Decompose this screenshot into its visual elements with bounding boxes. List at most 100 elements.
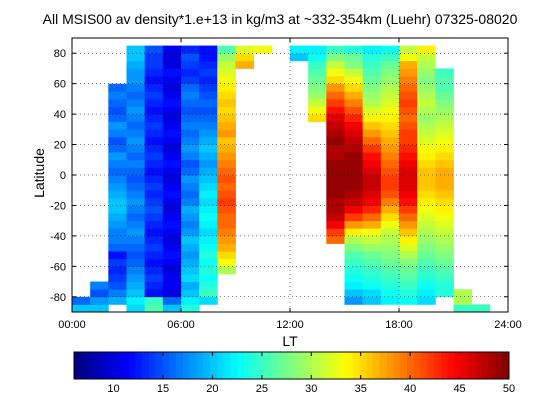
heatmap-cell — [435, 197, 454, 206]
heatmap-cell — [362, 83, 382, 92]
heatmap-cell — [162, 235, 182, 244]
heatmap-cell — [435, 228, 454, 237]
y-tick-label: 0 — [60, 170, 66, 182]
heatmap-cell — [417, 106, 436, 115]
heatmap-cell — [344, 197, 364, 206]
colorbar-tick-label: 15 — [157, 383, 169, 395]
heatmap-cell — [181, 144, 200, 153]
x-tick-label: 24:00 — [494, 319, 522, 331]
heatmap-cell — [144, 281, 164, 290]
heatmap-cell — [362, 205, 382, 214]
heatmap-cell — [326, 228, 345, 237]
heatmap-cell — [217, 98, 236, 107]
heatmap-cell — [108, 197, 127, 206]
heatmap-cell — [417, 281, 436, 290]
colorbar-segment — [128, 352, 136, 379]
colorbar-segment — [373, 352, 381, 379]
heatmap-cell — [181, 296, 200, 305]
colorbar-segment — [237, 352, 245, 379]
heatmap-cell — [108, 258, 127, 267]
heatmap-cell — [199, 45, 218, 54]
heatmap-cell — [417, 53, 436, 62]
heatmap-cell — [217, 60, 236, 69]
heatmap-cell — [399, 53, 418, 62]
heatmap-cell — [380, 205, 400, 214]
heatmap-cell — [417, 144, 436, 153]
heatmap-cell — [162, 228, 182, 237]
heatmap-cell — [108, 251, 127, 260]
heatmap-cell — [162, 175, 182, 184]
heatmap-cell — [162, 91, 182, 100]
heatmap-cell — [399, 258, 418, 267]
heatmap-cell — [362, 175, 382, 184]
heatmap-cell — [362, 220, 382, 229]
heatmap-cell — [199, 98, 218, 107]
heatmap-cell — [417, 159, 436, 168]
y-tick-label: -20 — [50, 200, 66, 212]
heatmap-cell — [144, 114, 164, 123]
heatmap-cell — [181, 228, 200, 237]
heatmap-cell — [144, 83, 164, 92]
heatmap-cell — [308, 83, 327, 92]
heatmap-cell — [144, 144, 164, 153]
heatmap-cell — [199, 281, 218, 290]
heatmap-cell — [380, 243, 400, 252]
heatmap-cell — [144, 197, 164, 206]
colorbar-tick-label: 40 — [404, 383, 416, 395]
heatmap-cell — [108, 243, 127, 252]
heatmap-cell — [344, 91, 364, 100]
heatmap-cell — [144, 152, 164, 161]
colorbar-tick-label: 45 — [453, 383, 465, 395]
heatmap-cell — [435, 220, 454, 229]
colorbar — [73, 351, 510, 380]
heatmap-cell — [217, 83, 236, 92]
heatmap-cell — [162, 129, 182, 138]
heatmap-cell — [108, 182, 127, 191]
colorbar-segment — [461, 352, 469, 379]
heatmap-cell — [417, 213, 436, 222]
heatmap-cell — [126, 182, 146, 191]
heatmap-cell — [417, 114, 436, 123]
heatmap-cell — [326, 220, 345, 229]
heatmap-cell — [344, 266, 364, 275]
colorbar-segment — [182, 352, 191, 379]
heatmap-cell — [144, 289, 164, 298]
heatmap-cell — [380, 281, 400, 290]
colorbar-segment — [400, 352, 408, 379]
heatmap-cell — [362, 228, 382, 237]
colorbar-segment — [413, 352, 422, 379]
heatmap-cell — [344, 152, 364, 161]
heatmap-cell — [399, 273, 418, 282]
heatmap-cell — [417, 190, 436, 199]
heatmap-cell — [181, 190, 200, 199]
heatmap-cell — [162, 53, 182, 62]
colorbar-segment — [420, 352, 428, 379]
heatmap-cell — [126, 53, 146, 62]
heatmap-cell — [399, 114, 418, 123]
colorbar-frame — [73, 351, 510, 380]
colorbar-segment — [291, 352, 299, 379]
heatmap-cell — [199, 91, 218, 100]
heatmap-cell — [417, 197, 436, 206]
heatmap-cell — [399, 91, 418, 100]
heatmap-cell — [108, 296, 127, 305]
heatmap-cell — [362, 289, 382, 298]
heatmap-cell — [380, 251, 400, 260]
heatmap-cell — [181, 273, 200, 282]
heatmap-cell — [162, 159, 182, 168]
heatmap-cell — [217, 228, 236, 237]
heatmap-cell — [144, 68, 164, 77]
heatmap-cell — [399, 76, 418, 85]
heatmap-cell — [144, 159, 164, 168]
heatmap-cell — [344, 243, 364, 252]
heatmap-cell — [108, 136, 127, 145]
heatmap-cell — [326, 159, 345, 168]
colorbar-segment — [101, 352, 109, 379]
heatmap-cell — [399, 281, 418, 290]
colorbar-tick-label: 10 — [107, 383, 119, 395]
heatmap-cell — [181, 114, 200, 123]
heatmap-cell — [199, 129, 218, 138]
heatmap-cell — [126, 175, 146, 184]
heatmap-cell — [399, 235, 418, 244]
